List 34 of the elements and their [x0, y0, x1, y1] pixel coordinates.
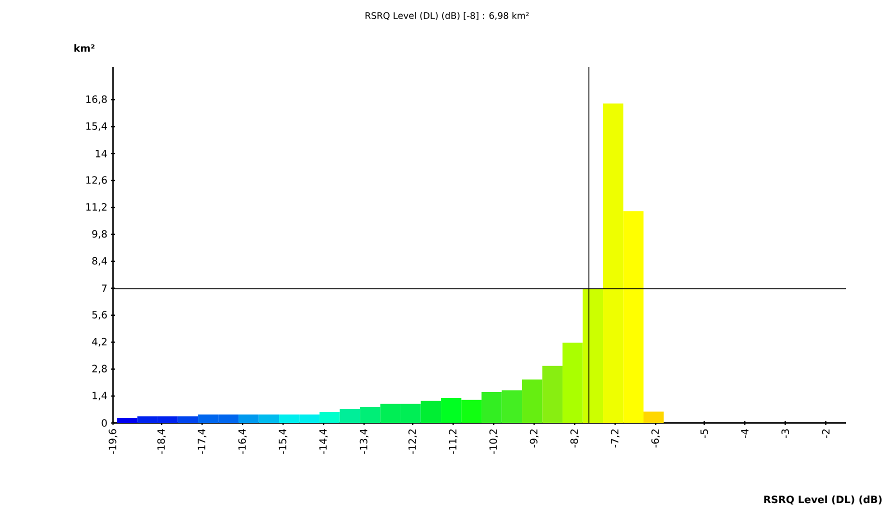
y-tick-label: 12,6	[86, 176, 107, 185]
y-tick-label: 16,8	[86, 95, 107, 104]
x-tick-label: -5	[700, 429, 708, 438]
x-tick-label: -6,2	[651, 430, 660, 448]
y-tick-label: 5,6	[92, 310, 107, 320]
x-tick-label: -2	[822, 430, 830, 438]
y-tick-label: 9,8	[92, 230, 107, 239]
y-tick-label: 1,4	[92, 392, 107, 400]
y-tick-label: 15,4	[86, 122, 107, 131]
x-tick-label: -11,2	[448, 430, 458, 454]
x-tick-label: -4	[741, 429, 748, 438]
x-tick-label: -17,4	[198, 429, 206, 454]
x-axis-title: RSRQ Level (DL) (dB)	[764, 495, 882, 505]
y-tick-label: 4,2	[92, 338, 106, 346]
y-tick-label: 8,4	[92, 257, 107, 266]
x-tick-label: -8,2	[570, 430, 579, 448]
y-tick-label: 14	[96, 150, 107, 158]
chart-title: RSRQ Level (DL) (dB) [-8] : 6,98 km²	[366, 12, 529, 20]
y-tick-label: 11,2	[86, 203, 106, 212]
x-tick-label: -9,2	[530, 430, 538, 448]
x-tick-label: -13,4	[360, 429, 368, 454]
x-tick-label: -14,4	[319, 429, 328, 454]
y-tick-label: 2,8	[92, 364, 107, 374]
y-tick-label: 0	[102, 419, 107, 427]
x-tick-label: -10,2	[489, 430, 498, 454]
x-tick-label: -7,2	[610, 430, 620, 448]
x-tick-label: -18,4	[157, 429, 166, 454]
x-tick-label: -15,4	[278, 429, 288, 454]
x-tick-label: -19,6	[108, 429, 118, 454]
x-tick-label: -3	[781, 429, 790, 438]
x-tick-label: -12,2	[408, 430, 417, 454]
y-axis-title: km²	[74, 44, 94, 52]
x-tick-label: -16,4	[238, 429, 247, 454]
y-tick-label: 7	[102, 284, 107, 292]
